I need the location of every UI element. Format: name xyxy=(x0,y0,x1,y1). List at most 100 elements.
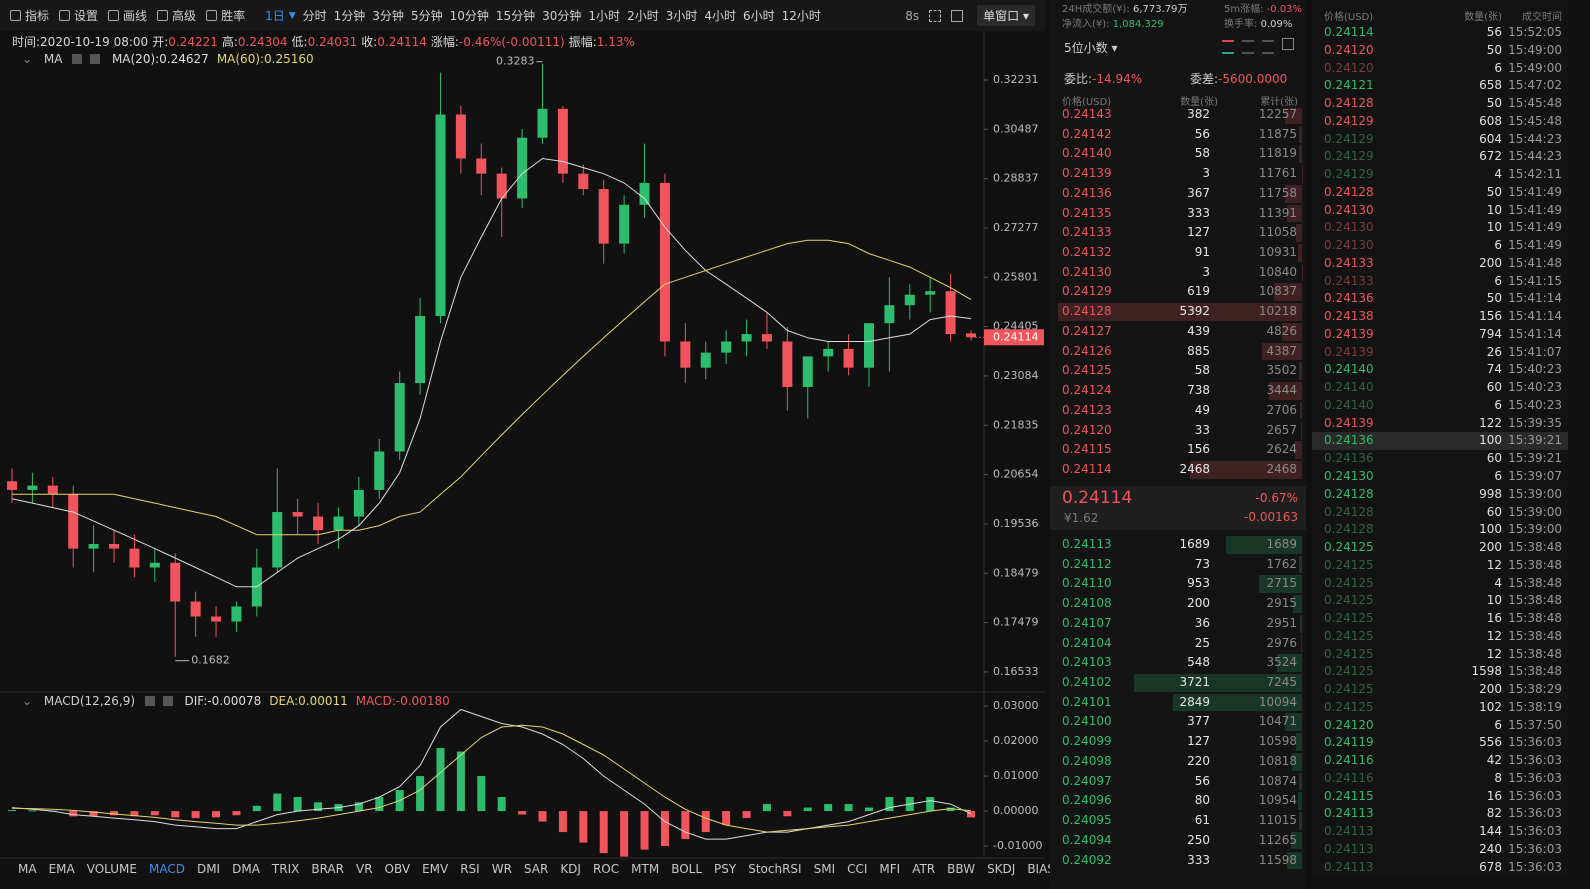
interval[interactable]: 分时 xyxy=(302,9,327,23)
candle-body xyxy=(537,108,548,138)
collapse-icon[interactable]: ⌄ xyxy=(22,52,33,66)
indicator-tab[interactable]: KDJ xyxy=(560,862,581,876)
book-cum: 2915 xyxy=(1266,596,1297,611)
interval[interactable]: 12小时 xyxy=(781,9,821,23)
settings-icon[interactable] xyxy=(72,54,83,64)
indicator-tab[interactable]: ROC xyxy=(592,862,620,876)
interval[interactable]: 2小时 xyxy=(627,9,659,23)
trade-price: 0.24138 xyxy=(1324,309,1374,324)
trade-price: 0.24120 xyxy=(1324,42,1374,57)
book-qty: 367 xyxy=(1187,185,1210,200)
indicator-tab[interactable]: BRAR xyxy=(311,862,344,876)
inflow-value: 1,084.329 xyxy=(1112,19,1164,30)
indicator-tab[interactable]: StochRSI xyxy=(748,862,802,876)
trade-row: 0.24139 794 15:41:14 xyxy=(1312,326,1568,344)
trade-row: 0.24113 82 15:36:03 xyxy=(1312,805,1568,823)
close-icon[interactable] xyxy=(162,696,173,706)
interval[interactable]: 1分钟 xyxy=(333,9,366,23)
screenshot-icon[interactable] xyxy=(951,9,964,22)
close-icon[interactable] xyxy=(90,54,101,64)
window-select[interactable]: 单窗口 ▾ xyxy=(977,5,1035,26)
precision-select[interactable]: 5位小数 ▾ xyxy=(1064,41,1118,55)
trade-price: 0.24125 xyxy=(1324,557,1374,572)
rate-label: 换手率: xyxy=(1224,19,1258,30)
book-price: 0.24125 xyxy=(1062,363,1112,378)
book-qty: 3 xyxy=(1202,264,1210,279)
book-qty: 250 xyxy=(1187,832,1210,847)
tool[interactable]: 画线 xyxy=(108,9,147,23)
fullscreen-icon[interactable] xyxy=(929,9,942,22)
indicator-tab[interactable]: BOLL xyxy=(671,862,703,876)
interval[interactable]: 1小时 xyxy=(588,9,621,23)
period[interactable]: 1日 xyxy=(265,9,285,23)
ma-legend: ⌄ MA MA(20):0.24627 MA(60):0.25160 xyxy=(22,52,314,66)
trade-qty: 200 xyxy=(1479,255,1502,270)
indicator-tab[interactable]: SAR xyxy=(523,862,549,876)
view-both[interactable] xyxy=(1222,40,1234,54)
interval[interactable]: 5分钟 xyxy=(410,9,443,23)
indicator-tab[interactable]: VR xyxy=(355,862,373,876)
interval[interactable]: 6小时 xyxy=(742,9,775,23)
macd-bar xyxy=(803,807,812,812)
view-bids[interactable] xyxy=(1242,40,1254,54)
tool[interactable]: 指标 xyxy=(10,9,49,23)
book-qty: 220 xyxy=(1187,753,1210,768)
trades: 价格(USD) 数量(张) 成交时间 0.24114 56 15:52:05 0.24… xyxy=(1312,0,1568,878)
book-price: 0.24120 xyxy=(1062,422,1112,437)
indicator-tab[interactable]: TRIX xyxy=(271,862,300,876)
depth-bar xyxy=(1277,654,1302,672)
indicator-tab[interactable]: SKDJ xyxy=(987,862,1016,876)
trade-row: 0.24125 12 15:38:48 xyxy=(1312,646,1568,664)
view-asks[interactable] xyxy=(1262,40,1274,54)
trade-qty: 658 xyxy=(1479,78,1502,93)
tool[interactable]: 高级 xyxy=(157,9,196,23)
tool[interactable]: 设置 xyxy=(59,9,98,23)
indicator-tab[interactable]: SMI xyxy=(813,862,836,876)
interval[interactable]: 4小时 xyxy=(704,9,736,23)
refresh[interactable]: 8s xyxy=(905,8,920,23)
indicator-tab[interactable]: MA xyxy=(18,862,37,876)
book-qty: 439 xyxy=(1187,323,1210,338)
indicator-tab[interactable]: BBW xyxy=(947,862,976,876)
interval[interactable]: 10分钟 xyxy=(449,9,489,23)
indicator-tab[interactable]: OBV xyxy=(384,862,411,876)
indicator-tab[interactable]: RSI xyxy=(460,862,480,876)
indicator-tab[interactable]: BIAS xyxy=(1027,862,1055,876)
depth-bar xyxy=(1058,303,1302,321)
settings-icon[interactable] xyxy=(144,696,155,706)
indicator-tab[interactable]: VOLUME xyxy=(86,862,137,876)
popout-icon[interactable] xyxy=(1282,38,1294,50)
indicator-tab[interactable]: MTM xyxy=(631,862,660,876)
indicator-tab[interactable]: MFI xyxy=(879,862,901,876)
trade-price: 0.24130 xyxy=(1324,220,1374,235)
indicator-tab[interactable]: DMI xyxy=(196,862,221,876)
indicator-tab[interactable]: DMA xyxy=(232,862,260,876)
interval[interactable]: 30分钟 xyxy=(542,9,582,23)
interval[interactable]: 15分钟 xyxy=(495,9,536,23)
interval[interactable]: 3小时 xyxy=(665,9,698,23)
indicator-tab[interactable]: EMV xyxy=(422,862,449,876)
book-price: 0.24115 xyxy=(1062,442,1112,457)
book-cum: 4387 xyxy=(1266,343,1297,358)
indicator-tab[interactable]: CCI xyxy=(847,862,868,876)
diff-label: 委差: xyxy=(1190,72,1219,86)
depth-bar xyxy=(1284,108,1302,124)
collapse-icon[interactable]: ⌄ xyxy=(22,694,33,708)
indicator-tab[interactable]: ATR xyxy=(912,862,936,876)
depth-bar xyxy=(1290,831,1302,850)
y-tick-label: -0.01000 xyxy=(993,839,1042,852)
book-cum: 2657 xyxy=(1266,422,1297,437)
indicator-tab[interactable]: EMA xyxy=(48,862,75,876)
interval[interactable]: 3分钟 xyxy=(372,9,404,23)
book-row: 0.24123 49 2706 xyxy=(1050,401,1306,421)
candle-body xyxy=(68,494,79,549)
trade-price: 0.24130 xyxy=(1324,469,1374,483)
info-value: 2020-10-19 08:00 xyxy=(40,35,149,49)
book-row: 0.24130 3 10840 xyxy=(1050,263,1306,283)
trade-row: 0.24125 200 15:38:29 xyxy=(1312,681,1568,699)
tool[interactable]: 胜率 xyxy=(206,9,245,23)
indicator-tab[interactable]: WR xyxy=(491,862,512,876)
book-qty: 33 xyxy=(1194,422,1210,437)
indicator-tab[interactable]: MACD xyxy=(148,862,185,876)
indicator-tab[interactable]: PSY xyxy=(714,862,737,876)
